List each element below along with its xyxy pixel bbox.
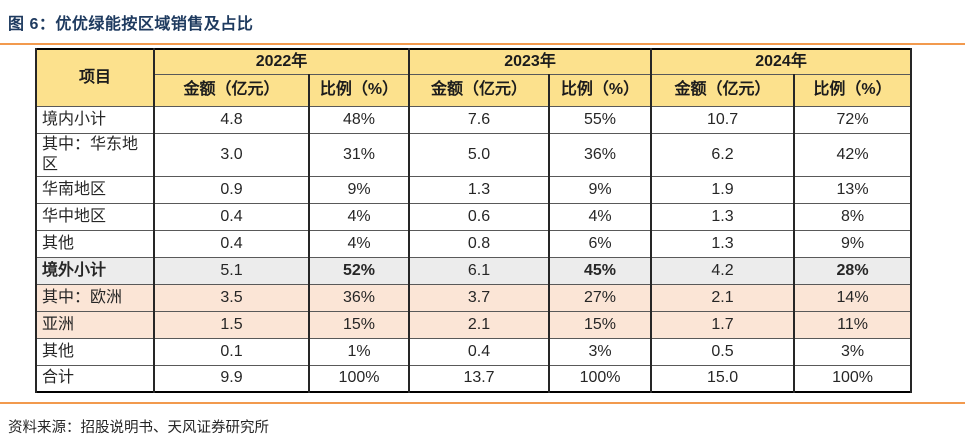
row-label: 境内小计: [35, 105, 155, 134]
percent-cell: 11%: [793, 310, 913, 339]
percent-cell: 4%: [307, 229, 411, 258]
amount-cell: 1.3: [408, 175, 551, 204]
row-label: 华南地区: [35, 175, 155, 204]
table-row: 亚洲 1.5 15% 2.1 15% 1.7 11%: [35, 310, 913, 339]
amount-cell: 0.8: [408, 229, 551, 258]
percent-cell: 36%: [548, 132, 653, 177]
percent-cell: 15%: [548, 310, 653, 339]
amount-cell: 2.1: [650, 283, 796, 312]
amount-cell: 1.3: [650, 202, 796, 231]
amount-cell: 5.0: [408, 132, 551, 177]
percent-cell: 28%: [793, 256, 913, 285]
row-label: 华中地区: [35, 202, 155, 231]
table-row: 华中地区 0.4 4% 0.6 4% 1.3 8%: [35, 202, 913, 231]
percent-cell: 1%: [307, 337, 411, 366]
amount-cell: 3.5: [153, 283, 310, 312]
percent-cell: 9%: [548, 175, 653, 204]
percent-cell: 4%: [307, 202, 411, 231]
percent-cell: 4%: [548, 202, 653, 231]
percent-cell: 45%: [548, 256, 653, 285]
row-label: 境外小计: [35, 256, 155, 285]
percent-cell: 27%: [548, 283, 653, 312]
amount-cell: 0.6: [408, 202, 551, 231]
row-label: 其中：华东地区: [35, 132, 155, 177]
amount-cell: 5.1: [153, 256, 310, 285]
amount-cell: 3.0: [153, 132, 310, 177]
percent-cell: 48%: [307, 105, 411, 134]
amount-cell: 9.9: [153, 364, 310, 393]
table-header: 项目 2022年 2023年 2024年 金额（亿元） 比例（%） 金额（亿元）…: [35, 48, 913, 107]
percent-cell: 3%: [548, 337, 653, 366]
amount-cell: 0.4: [153, 229, 310, 258]
percent-cell: 55%: [548, 105, 653, 134]
amount-cell: 2.1: [408, 310, 551, 339]
table-row: 合计 9.9 100% 13.7 100% 15.0 100%: [35, 364, 913, 393]
table-row: 其中：华东地区 3.0 31% 5.0 36% 6.2 42%: [35, 132, 913, 177]
region-sales-table: 项目 2022年 2023年 2024年 金额（亿元） 比例（%） 金额（亿元）…: [35, 48, 913, 393]
percent-cell: 15%: [307, 310, 411, 339]
amount-cell: 1.5: [153, 310, 310, 339]
percent-cell: 100%: [307, 364, 411, 393]
amount-header-2024: 金额（亿元）: [650, 73, 796, 107]
item-column-header: 项目: [35, 48, 155, 107]
amount-cell: 0.4: [408, 337, 551, 366]
percent-cell: 36%: [307, 283, 411, 312]
year-header-2022: 2022年: [152, 48, 411, 75]
amount-cell: 6.2: [650, 132, 796, 177]
percent-cell: 31%: [307, 132, 411, 177]
amount-cell: 10.7: [650, 105, 796, 134]
percent-header-2024: 比例（%）: [793, 73, 913, 107]
percent-cell: 42%: [793, 132, 913, 177]
percent-cell: 3%: [793, 337, 913, 366]
amount-cell: 4.2: [650, 256, 796, 285]
row-label: 其他: [35, 229, 155, 258]
row-label: 亚洲: [35, 310, 155, 339]
amount-cell: 0.9: [153, 175, 310, 204]
table-row: 境内小计 4.8 48% 7.6 55% 10.7 72%: [35, 105, 913, 134]
year-header-2023: 2023年: [408, 48, 653, 75]
source-note: 资料来源：招股说明书、天风证券研究所: [8, 420, 269, 436]
amount-header-2022: 金额（亿元）: [153, 73, 310, 107]
percent-header-2022: 比例（%）: [307, 73, 411, 107]
percent-cell: 72%: [793, 105, 913, 134]
percent-cell: 52%: [307, 256, 411, 285]
amount-cell: 0.1: [153, 337, 310, 366]
table-body: 境内小计 4.8 48% 7.6 55% 10.7 72% 其中：华东地区 3.0 31% 5.0 3…: [35, 105, 913, 393]
amount-cell: 0.5: [650, 337, 796, 366]
year-header-row: 项目 2022年 2023年 2024年: [35, 48, 913, 107]
amount-cell: 13.7: [408, 364, 551, 393]
table-row: 其中：欧洲 3.5 36% 3.7 27% 2.1 14%: [35, 283, 913, 312]
sub-header-row: 金额（亿元） 比例（%） 金额（亿元） 比例（%） 金额（亿元） 比例（%）: [36, 73, 913, 107]
amount-cell: 0.4: [153, 202, 310, 231]
amount-cell: 4.8: [153, 105, 310, 134]
amount-cell: 1.3: [650, 229, 796, 258]
amount-cell: 3.7: [408, 283, 551, 312]
amount-cell: 7.6: [408, 105, 551, 134]
amount-cell: 15.0: [650, 364, 796, 393]
percent-cell: 100%: [548, 364, 653, 393]
amount-header-2023: 金额（亿元）: [408, 73, 551, 107]
bottom-accent-rule: [0, 402, 965, 404]
amount-cell: 1.7: [650, 310, 796, 339]
figure-title: 图 6：优优绿能按区域销售及占比: [8, 16, 254, 33]
percent-cell: 8%: [793, 202, 913, 231]
percent-cell: 14%: [793, 283, 913, 312]
percent-cell: 9%: [307, 175, 411, 204]
year-header-2024: 2024年: [650, 48, 913, 75]
row-label: 合计: [35, 364, 155, 393]
row-label: 其中：欧洲: [35, 283, 155, 312]
table-row: 华南地区 0.9 9% 1.3 9% 1.9 13%: [35, 175, 913, 204]
top-accent-rule: [0, 43, 965, 45]
percent-cell: 9%: [793, 229, 913, 258]
table-row: 其他 0.1 1% 0.4 3% 0.5 3%: [35, 337, 913, 366]
amount-cell: 6.1: [408, 256, 551, 285]
table-row: 境外小计 5.1 52% 6.1 45% 4.2 28%: [35, 256, 913, 285]
amount-cell: 1.9: [650, 175, 796, 204]
percent-header-2023: 比例（%）: [548, 73, 653, 107]
percent-cell: 13%: [793, 175, 913, 204]
percent-cell: 100%: [793, 364, 913, 393]
row-label: 其他: [35, 337, 155, 366]
table-row: 其他 0.4 4% 0.8 6% 1.3 9%: [35, 229, 913, 258]
percent-cell: 6%: [548, 229, 653, 258]
